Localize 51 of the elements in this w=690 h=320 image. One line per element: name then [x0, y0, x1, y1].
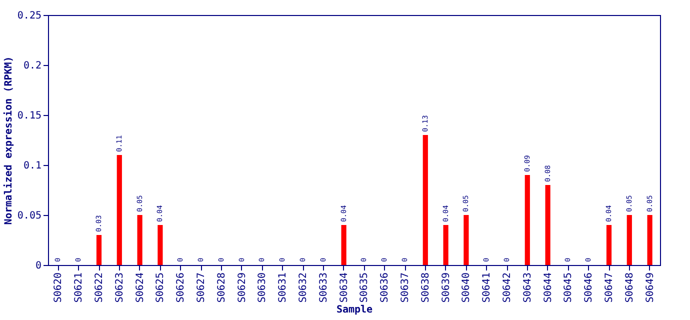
x-tick-label: S0632: [298, 272, 309, 303]
bar: [116, 155, 122, 265]
x-tick-label: S0639: [440, 272, 452, 303]
bar: [96, 235, 102, 265]
x-tick-label: S0635: [359, 272, 370, 303]
bar: [545, 185, 550, 265]
x-tick-label: S0620: [53, 272, 64, 303]
x-tick-label: S0624: [134, 272, 146, 303]
bar: [647, 215, 652, 265]
x-tick-label: S0638: [420, 272, 432, 303]
x-tick-label: S0623: [114, 272, 126, 303]
bar: [626, 215, 632, 265]
x-tick-label: S0629: [236, 272, 248, 303]
x-tick-label: S0648: [624, 272, 636, 303]
x-tick-label: S0645: [563, 272, 574, 303]
x-tick-label: S0640: [461, 272, 472, 303]
x-tick-label: S0636: [380, 272, 391, 303]
x-tick-label: S0643: [522, 272, 534, 303]
y-tick-label: 0.2: [23, 60, 42, 72]
bar: [158, 225, 163, 265]
bar: [524, 175, 530, 265]
x-tick-label: S0631: [278, 272, 289, 303]
y-tick-label: 0.05: [17, 210, 42, 222]
x-axis-title: Sample: [336, 304, 373, 316]
x-tick-label: S0633: [318, 272, 330, 303]
y-axis-title: Normalized expression (RPKM): [2, 56, 14, 225]
bar: [422, 135, 428, 265]
x-tick-label: S0625: [155, 272, 166, 303]
y-tick-label: 0.25: [17, 10, 42, 22]
x-tick-label: S0646: [584, 272, 595, 303]
y-tick-label: 0.1: [23, 160, 42, 172]
bar: [137, 215, 142, 265]
x-tick-label: S0627: [196, 272, 207, 303]
bar: [606, 225, 612, 265]
bar: [341, 225, 346, 265]
x-tick-label: S0642: [502, 272, 513, 303]
x-tick-label: S0641: [482, 272, 493, 303]
x-tick-label: S0637: [400, 272, 411, 303]
x-tick-label: S0622: [94, 272, 105, 303]
y-tick-label: 0: [35, 260, 42, 272]
x-tick-label: S0628: [216, 272, 228, 303]
x-tick-label: S0630: [257, 272, 268, 303]
x-tick-label: S0647: [604, 272, 615, 303]
x-tick-label: S0626: [176, 272, 187, 303]
y-tick-label: 0.15: [17, 110, 42, 122]
x-tick-label: S0621: [74, 272, 85, 303]
x-tick-label: S0649: [644, 272, 656, 303]
x-tick-label: S0634: [338, 272, 350, 303]
bar: [464, 215, 469, 265]
bar: [443, 225, 448, 265]
x-tick-label: S0644: [542, 272, 554, 303]
